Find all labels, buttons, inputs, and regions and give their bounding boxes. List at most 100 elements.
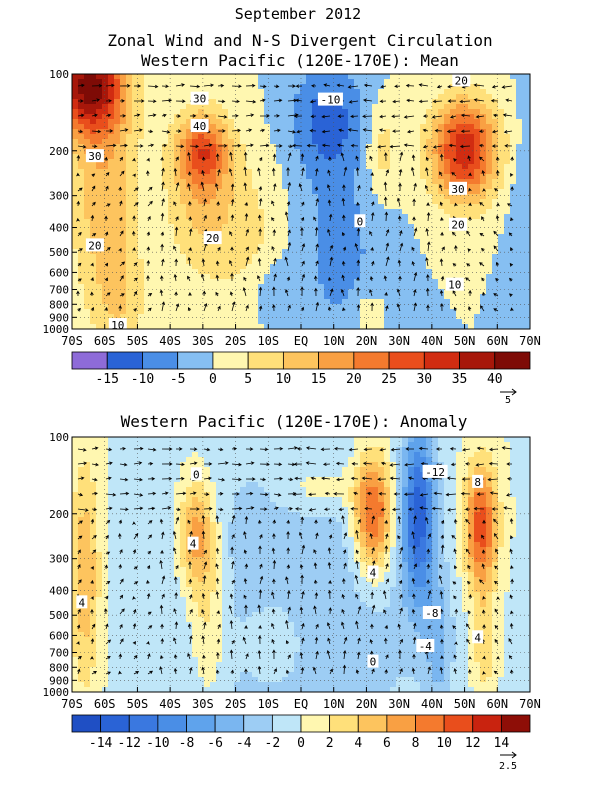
field-cell xyxy=(132,124,139,130)
field-cell xyxy=(468,324,475,330)
field-cell xyxy=(252,154,259,160)
field-cell xyxy=(216,179,223,185)
wind-vector xyxy=(355,166,360,177)
field-cell xyxy=(144,224,151,230)
field-cell xyxy=(384,279,391,285)
wind-vector xyxy=(119,216,123,222)
wind-vector xyxy=(160,231,165,237)
field-cell xyxy=(174,84,181,90)
field-cell xyxy=(144,174,151,180)
field-cell xyxy=(516,94,523,100)
field-cell xyxy=(282,114,289,120)
field-cell xyxy=(282,199,289,205)
field-cell xyxy=(450,299,457,305)
field-cell xyxy=(390,139,397,145)
field-cell xyxy=(246,254,253,260)
wind-vector xyxy=(356,259,361,267)
field-cell xyxy=(354,174,361,180)
wind-vector xyxy=(146,259,151,267)
field-cell xyxy=(498,452,505,458)
field-cell xyxy=(240,139,247,145)
field-cell xyxy=(492,74,499,80)
field-cell xyxy=(174,279,181,285)
field-cell xyxy=(210,314,217,320)
field-cell xyxy=(186,179,193,185)
field-cell xyxy=(168,254,175,260)
field-cell xyxy=(90,174,97,180)
field-cell xyxy=(486,84,493,90)
wind-vector xyxy=(508,293,513,297)
field-cell xyxy=(420,209,427,215)
field-cell xyxy=(72,274,79,280)
field-cell xyxy=(480,139,487,145)
field-cell xyxy=(276,219,283,225)
field-cell xyxy=(270,209,277,215)
field-cell xyxy=(324,79,331,85)
field-cell xyxy=(288,289,295,295)
colorbar-swatch xyxy=(106,351,143,370)
field-cell xyxy=(186,214,193,220)
field-cell xyxy=(108,114,115,120)
field-cell xyxy=(516,104,523,110)
field-cell xyxy=(468,254,475,260)
field-cell xyxy=(120,199,127,205)
field-cell xyxy=(420,284,427,290)
field-cell xyxy=(114,134,121,140)
field-cell xyxy=(510,104,517,110)
field-cell xyxy=(186,204,193,210)
field-cell xyxy=(444,209,451,215)
field-cell xyxy=(102,229,109,235)
field-cell xyxy=(510,447,517,453)
wind-vector xyxy=(203,114,209,118)
field-cell xyxy=(498,224,505,230)
field-cell xyxy=(516,299,523,305)
field-cell xyxy=(156,159,163,165)
field-cell xyxy=(522,179,529,185)
field-cell xyxy=(84,229,91,235)
field-cell xyxy=(186,324,193,330)
field-cell xyxy=(522,442,529,448)
field-cell xyxy=(318,204,325,210)
field-cell xyxy=(306,274,313,280)
wind-vector xyxy=(259,84,267,89)
field-cell xyxy=(324,284,331,290)
field-cell xyxy=(384,139,391,145)
field-cell xyxy=(462,279,469,285)
field-cell xyxy=(396,437,403,443)
field-cell xyxy=(180,442,187,448)
field-cell xyxy=(318,129,325,135)
field-cell xyxy=(438,79,445,85)
field-cell xyxy=(396,452,403,458)
field-cell xyxy=(186,199,193,205)
field-cell xyxy=(228,79,235,85)
field-cell xyxy=(528,219,531,225)
wind-vector xyxy=(370,302,374,312)
field-cell xyxy=(120,149,127,155)
field-cell xyxy=(192,89,199,95)
field-cell xyxy=(348,244,355,250)
field-cell xyxy=(270,324,277,330)
wind-vector xyxy=(480,305,485,312)
field-cell xyxy=(198,214,205,220)
wind-vector xyxy=(245,304,249,312)
field-cell xyxy=(348,269,355,275)
field-cell xyxy=(330,447,337,453)
field-cell xyxy=(78,274,85,280)
field-cell xyxy=(192,169,199,175)
field-cell xyxy=(192,179,199,185)
field-cell xyxy=(120,304,127,310)
field-cell xyxy=(162,289,169,295)
field-cell xyxy=(468,264,475,270)
field-cell xyxy=(162,314,169,320)
field-cell xyxy=(180,274,187,280)
field-cell xyxy=(138,274,145,280)
wind-vector xyxy=(175,83,186,87)
field-cell xyxy=(360,442,367,448)
field-cell xyxy=(360,254,367,260)
field-cell xyxy=(156,254,163,260)
field-cell xyxy=(120,184,127,190)
field-cell xyxy=(444,234,451,240)
field-cell xyxy=(204,294,211,300)
wind-vector xyxy=(466,263,471,267)
field-cell xyxy=(204,159,211,165)
